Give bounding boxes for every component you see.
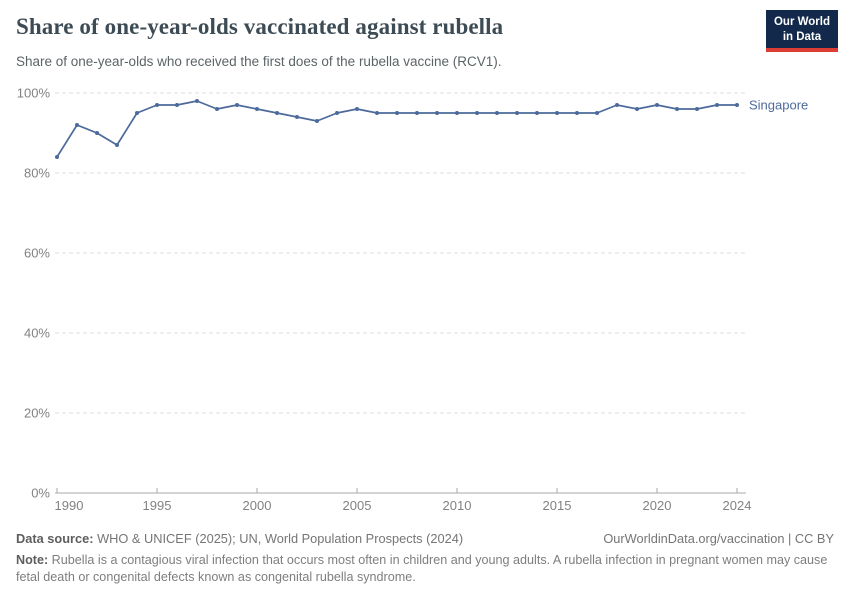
series-end-label[interactable]: Singapore bbox=[749, 98, 808, 113]
data-point-marker[interactable] bbox=[655, 103, 659, 107]
chart-svg: 0% 20% 40% 60% 80% 100% 1990 1995 2000 2005 2010 20… bbox=[17, 86, 809, 514]
chart-subtitle: Share of one-year-olds who received the … bbox=[16, 54, 502, 69]
data-point-marker[interactable] bbox=[435, 111, 439, 115]
data-point-marker[interactable] bbox=[475, 111, 479, 115]
y-tick-label: 100% bbox=[17, 86, 51, 101]
x-tick-label: 2000 bbox=[243, 498, 272, 513]
data-point-marker[interactable] bbox=[55, 155, 59, 159]
data-point-marker[interactable] bbox=[715, 103, 719, 107]
owid-link[interactable]: OurWorldinData.org/vaccination | CC BY bbox=[603, 531, 834, 546]
data-source: Data source: WHO & UNICEF (2025); UN, Wo… bbox=[16, 531, 463, 546]
x-tick-label: 1995 bbox=[143, 498, 172, 513]
line-chart: 0% 20% 40% 60% 80% 100% 1990 1995 2000 2005 2010 20… bbox=[0, 85, 850, 530]
data-point-marker[interactable] bbox=[335, 111, 339, 115]
y-tick-label: 80% bbox=[24, 166, 50, 181]
data-point-marker[interactable] bbox=[295, 115, 299, 119]
data-point-marker[interactable] bbox=[675, 107, 679, 111]
data-point-marker[interactable] bbox=[695, 107, 699, 111]
data-point-marker[interactable] bbox=[615, 103, 619, 107]
series-line bbox=[56, 100, 737, 158]
owid-logo[interactable]: Our World in Data bbox=[765, 10, 838, 52]
data-point-marker[interactable] bbox=[355, 107, 359, 111]
data-point-marker[interactable] bbox=[735, 103, 739, 107]
x-tick-label: 1990 bbox=[55, 498, 84, 513]
x-tick-label: 2005 bbox=[343, 498, 372, 513]
data-point-marker[interactable] bbox=[75, 123, 79, 127]
owid-logo-line2: in Data bbox=[782, 30, 822, 43]
data-point-marker[interactable] bbox=[595, 111, 599, 115]
x-tick-label: 2010 bbox=[443, 498, 472, 513]
data-point-marker[interactable] bbox=[255, 107, 259, 111]
chart-footer: Data source: WHO & UNICEF (2025); UN, Wo… bbox=[16, 531, 834, 587]
data-point-marker[interactable] bbox=[195, 99, 199, 103]
page-title: Share of one-year-olds vaccinated agains… bbox=[16, 14, 504, 39]
data-point-marker[interactable] bbox=[235, 103, 239, 107]
x-tick-label: 2024 bbox=[723, 498, 752, 513]
x-tick-label: 2020 bbox=[643, 498, 672, 513]
y-tick-label: 40% bbox=[24, 326, 50, 341]
y-tick-label: 20% bbox=[24, 406, 50, 421]
y-tick-label: 60% bbox=[24, 246, 50, 261]
data-point-marker[interactable] bbox=[515, 111, 519, 115]
owid-logo-line1: Our World bbox=[773, 16, 830, 28]
data-point-marker[interactable] bbox=[375, 111, 379, 115]
data-point-marker[interactable] bbox=[455, 111, 459, 115]
data-point-marker[interactable] bbox=[275, 111, 279, 115]
data-point-marker[interactable] bbox=[155, 103, 159, 107]
x-tick-label: 2015 bbox=[543, 498, 572, 513]
data-point-marker[interactable] bbox=[395, 111, 399, 115]
chart-note: Note: Rubella is a contagious viral infe… bbox=[16, 552, 834, 587]
data-point-marker[interactable] bbox=[95, 131, 99, 135]
note-label: Note: bbox=[16, 553, 49, 567]
data-point-marker[interactable] bbox=[535, 111, 539, 115]
data-point-marker[interactable] bbox=[215, 107, 219, 111]
data-source-label: Data source: bbox=[16, 531, 94, 546]
data-point-marker[interactable] bbox=[555, 111, 559, 115]
data-point-marker[interactable] bbox=[495, 111, 499, 115]
data-point-marker[interactable] bbox=[175, 103, 179, 107]
y-tick-label: 0% bbox=[31, 486, 50, 501]
source-row: Data source: WHO & UNICEF (2025); UN, Wo… bbox=[16, 531, 834, 546]
data-point-marker[interactable] bbox=[415, 111, 419, 115]
data-point-marker[interactable] bbox=[115, 143, 119, 147]
note-text: Rubella is a contagious viral infection … bbox=[16, 553, 828, 585]
data-point-marker[interactable] bbox=[635, 107, 639, 111]
data-point-marker[interactable] bbox=[315, 119, 319, 123]
data-point-marker[interactable] bbox=[575, 111, 579, 115]
data-point-marker[interactable] bbox=[135, 111, 139, 115]
data-source-text: WHO & UNICEF (2025); UN, World Populatio… bbox=[93, 531, 464, 546]
